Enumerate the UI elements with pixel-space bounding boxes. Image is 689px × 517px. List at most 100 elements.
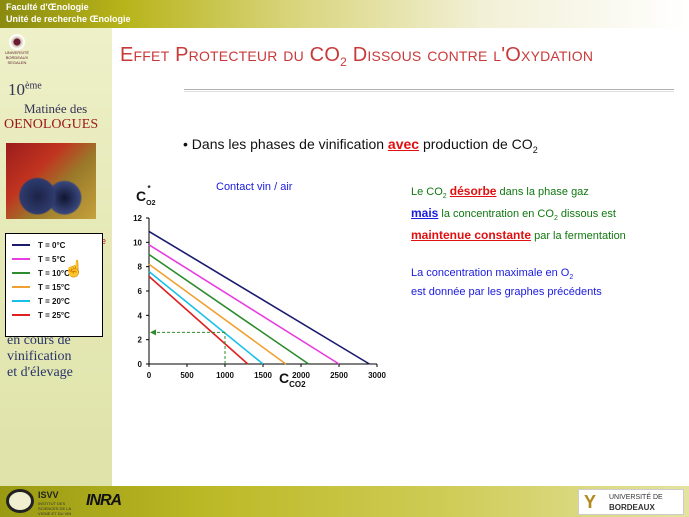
- series-line: [148, 263, 287, 365]
- legend-label: T = 5°C: [38, 254, 66, 264]
- isvv-label: ISVV: [38, 490, 59, 500]
- series-line: [148, 270, 264, 365]
- o2-text: La concentration maximale en O: [411, 267, 570, 279]
- header-bar: Faculté d'Œnologie Unité de recherche Œn…: [0, 0, 689, 28]
- hand-cursor-icon: ☝: [64, 261, 84, 278]
- legend-label: T = 20°C: [38, 296, 70, 306]
- y-tick-label: 10: [133, 238, 142, 247]
- university-seal-icon: [9, 34, 25, 50]
- chart-x-axis-label: CCO2: [279, 370, 306, 389]
- slide-title-part1: Effet Protecteur du CO: [120, 44, 341, 66]
- y-tick-label: 4: [138, 311, 143, 320]
- co2-explanation: Le CO2 désorbe dans la phase gaz mais la…: [411, 183, 626, 245]
- sidebar-red-fragment: e: [101, 236, 107, 246]
- chart-subtitle: Contact vin / air: [216, 181, 293, 193]
- legend-swatch: [12, 258, 30, 260]
- x-axis-label-sub: CO2: [289, 379, 306, 389]
- slide-title-sub: 2: [340, 55, 347, 69]
- explanation-line-2: mais la concentration en CO2 dissous est: [411, 205, 626, 227]
- x-tick-label: 1000: [216, 371, 234, 380]
- legend-label: T = 10°C: [38, 268, 70, 278]
- y-tick-label: 12: [133, 214, 142, 223]
- y-axis-label-sub: O2: [146, 199, 156, 207]
- y-axis-label-sup: *: [147, 184, 151, 194]
- bordeaux-logo-line2: BORDEAUX: [609, 503, 655, 512]
- legend-swatch: [12, 286, 30, 288]
- legend-swatch: [12, 300, 30, 302]
- bullet-prefix: • Dans les phases de vinification: [183, 136, 388, 152]
- constant-emphasis: maintenue constante: [411, 228, 532, 243]
- x-tick-label: 1500: [254, 371, 272, 380]
- inra-logo: INRA: [86, 492, 122, 509]
- desorbe-emphasis: désorbe: [449, 184, 497, 198]
- title-underline-shadow: [184, 91, 674, 92]
- series-line: [148, 253, 310, 365]
- explanation-text: la concentration en CO: [438, 208, 554, 221]
- legend-label: T = 25°C: [38, 310, 70, 320]
- legend-entry: T = 25°C: [12, 308, 96, 322]
- chart-y-axis-label: CO2 *: [136, 184, 159, 207]
- university-bordeaux-logo: Y UNIVERSITÉ DE BORDEAUX: [578, 489, 684, 515]
- slide-title-part2: Dissous contre l'Oxydation: [346, 44, 594, 66]
- legend-entry: T = 20°C: [12, 294, 96, 308]
- university-logo: UNIVERSITÉ BORDEAUX SEGALEN: [3, 34, 31, 74]
- explanation-text: Le CO: [411, 186, 443, 198]
- o2-explanation: La concentration maximale en O2 est donn…: [411, 266, 602, 300]
- isvv-subtitle: INSTITUT DES SCIENCES DE LA VIGNE ET DU …: [38, 501, 72, 517]
- sidebar-subtitle: en cours de vinification et d'élevage: [7, 333, 73, 381]
- x-tick-label: 3000: [368, 371, 386, 380]
- x-tick-label: 0: [147, 371, 152, 380]
- bordeaux-logo-icon: Y: [584, 492, 597, 512]
- series-line: [148, 244, 340, 365]
- title-underline: [184, 89, 674, 90]
- slide-title: Effet Protecteur du CO2 Dissous contre l…: [120, 44, 593, 69]
- explanation-text: par la fermentation: [531, 230, 626, 243]
- university-logo-text: UNIVERSITÉ BORDEAUX SEGALEN: [4, 50, 29, 65]
- legend-swatch: [12, 244, 30, 246]
- footer-bar: ISVV INSTITUT DES SCIENCES DE LA VIGNE E…: [0, 486, 689, 517]
- x-tick-label: 500: [180, 371, 194, 380]
- series-line: [148, 275, 249, 365]
- legend-entry: T = 10°C: [12, 266, 96, 280]
- annotation-arrowhead-icon: [150, 329, 156, 336]
- sidebar-subtitle-line: vinification: [7, 349, 72, 364]
- legend-entry: T = 0°C: [12, 238, 96, 252]
- series-line: [148, 230, 370, 365]
- bullet-sub: 2: [532, 144, 538, 155]
- bordeaux-logo-line1: UNIVERSITÉ DE: [609, 494, 663, 501]
- legend-swatch: [12, 272, 30, 274]
- mais-emphasis: mais: [411, 206, 439, 221]
- bullet-point: • Dans les phases de vinification avec p…: [183, 136, 538, 155]
- edition-number: 10ème: [8, 80, 42, 100]
- y-tick-label: 0: [138, 360, 143, 369]
- bullet-suffix: production de CO: [419, 136, 533, 152]
- faculty-label: Faculté d'Œnologie: [6, 2, 89, 12]
- y-tick-label: 8: [138, 263, 143, 272]
- sidebar-subtitle-line: et d'élevage: [7, 365, 73, 380]
- grapes-photo: [6, 143, 96, 219]
- o2-line-2: est donnée par les graphes précédents: [411, 286, 602, 299]
- legend-label: T = 0°C: [38, 240, 66, 250]
- edition-number-value: 10: [8, 80, 25, 99]
- y-axis-label-main: C: [136, 188, 147, 204]
- legend-swatch: [12, 314, 30, 316]
- bullet-emphasis: avec: [387, 136, 420, 152]
- explanation-text: dissous est: [557, 208, 616, 221]
- x-tick-label: 2000: [292, 371, 310, 380]
- isvv-logo-icon: [6, 489, 34, 513]
- explanation-line-1: Le CO2 désorbe dans la phase gaz: [411, 183, 626, 205]
- y-tick-label: 6: [138, 287, 143, 296]
- x-tick-label: 2500: [330, 371, 348, 380]
- explanation-sub: 2: [442, 193, 447, 201]
- explanation-line-3: maintenue constante par la fermentation: [411, 227, 626, 245]
- matinee-label: Matinée des: [24, 101, 88, 116]
- y-tick-label: 2: [138, 336, 143, 345]
- chart-svg: 0 500 1000 1500 2000 2500 3000 0 2 4 6 8 10 12: [133, 214, 386, 380]
- legend-entry: T = 5°C: [12, 252, 96, 266]
- o2-sub: 2: [569, 274, 574, 282]
- x-axis-label-main: C: [279, 370, 290, 386]
- o2-line-1: La concentration maximale en O2: [411, 266, 602, 285]
- legend-label: T = 15°C: [38, 282, 70, 292]
- oenologues-label: OENOLOGUES: [4, 117, 99, 132]
- unit-label: Unité de recherche Œnologie: [6, 14, 131, 24]
